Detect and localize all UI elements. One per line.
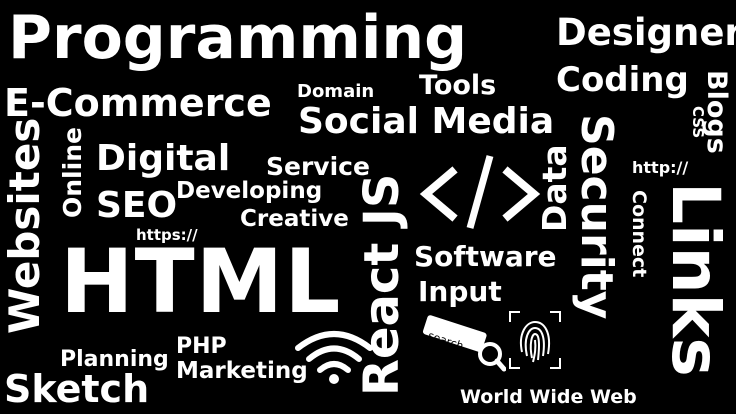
search-bar-icon: search xyxy=(420,312,506,372)
word-online: Online xyxy=(58,127,87,218)
word-tools: Tools xyxy=(419,70,497,101)
word-blogs: Blogs xyxy=(701,70,732,154)
word-creative: Creative xyxy=(240,206,349,232)
word-programming: Programming xyxy=(8,3,468,73)
word-sketch: Sketch xyxy=(4,367,150,411)
word-links: Links xyxy=(657,182,734,377)
word-social-media: Social Media xyxy=(298,101,555,142)
word-php: PHP xyxy=(176,334,227,359)
wifi-icon xyxy=(295,331,373,384)
word-developing: Developing xyxy=(176,178,323,204)
word-css: CSS xyxy=(689,106,707,139)
word-input: Input xyxy=(418,275,502,308)
fingerprint-icon xyxy=(509,311,561,369)
word-https: https:// xyxy=(136,226,198,244)
word-websites: Websites xyxy=(0,117,49,334)
word-ecommerce: E-Commerce xyxy=(4,81,272,125)
word-planning: Planning xyxy=(60,347,169,372)
code-brackets-icon xyxy=(419,155,541,229)
word-designer: Designer xyxy=(556,11,736,54)
word-domain: Domain xyxy=(297,81,375,102)
word-security: Security xyxy=(571,114,622,320)
word-connect: Connect xyxy=(628,190,650,278)
word-service: Service xyxy=(266,152,370,181)
word-software: Software xyxy=(414,240,557,273)
word-coding: Coding xyxy=(556,60,689,100)
word-seo: SEO xyxy=(96,185,178,226)
word-world-wide-web: World Wide Web xyxy=(460,386,637,408)
word-html: HTML xyxy=(60,230,342,333)
word-data: Data xyxy=(535,144,574,232)
word-digital: Digital xyxy=(96,138,231,179)
word-http: http:// xyxy=(632,158,689,177)
word-marketing: Marketing xyxy=(176,358,308,384)
